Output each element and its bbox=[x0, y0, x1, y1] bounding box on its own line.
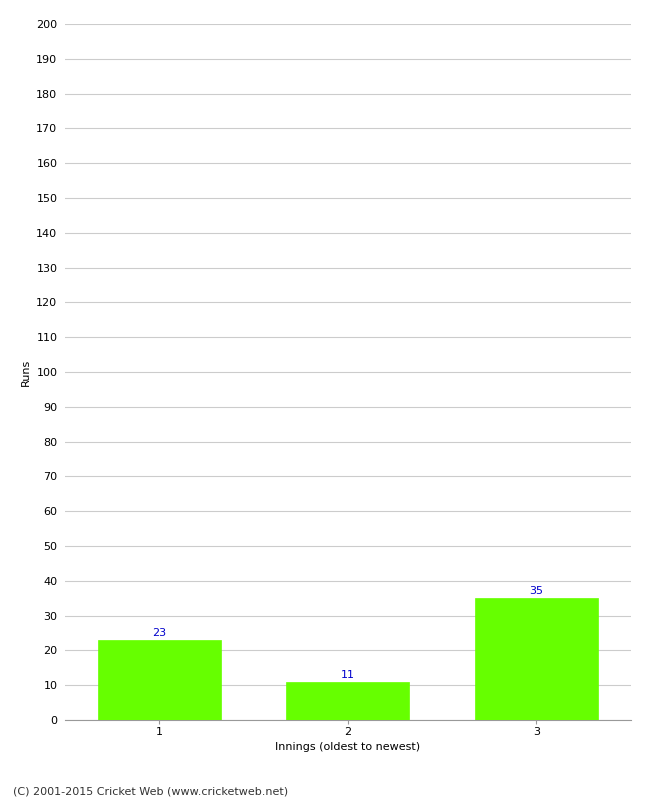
Bar bbox=[475, 598, 597, 720]
Text: (C) 2001-2015 Cricket Web (www.cricketweb.net): (C) 2001-2015 Cricket Web (www.cricketwe… bbox=[13, 786, 288, 796]
Text: 23: 23 bbox=[152, 628, 166, 638]
X-axis label: Innings (oldest to newest): Innings (oldest to newest) bbox=[275, 742, 421, 753]
Bar bbox=[98, 640, 220, 720]
Y-axis label: Runs: Runs bbox=[21, 358, 31, 386]
Text: 11: 11 bbox=[341, 670, 355, 680]
Bar bbox=[287, 682, 409, 720]
Text: 35: 35 bbox=[529, 586, 543, 597]
